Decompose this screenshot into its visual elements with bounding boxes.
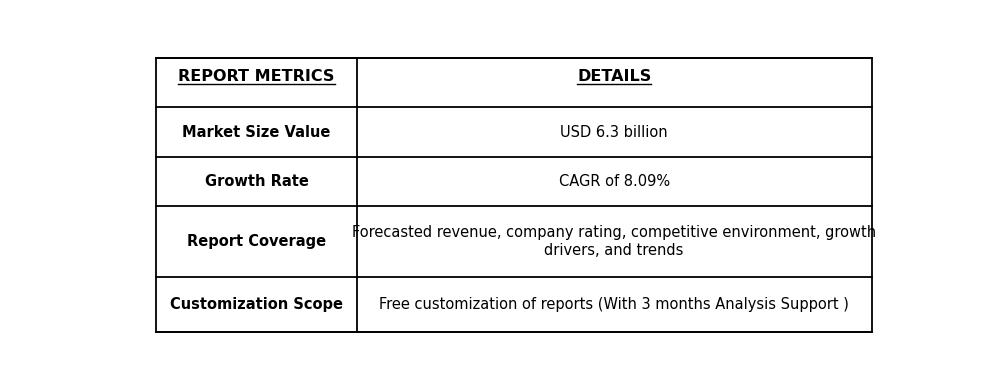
Text: Free customization of reports (With 3 months Analysis Support ): Free customization of reports (With 3 mo…	[379, 297, 849, 312]
Text: CAGR of 8.09%: CAGR of 8.09%	[558, 174, 669, 189]
Text: USD 6.3 billion: USD 6.3 billion	[560, 125, 667, 139]
Text: REPORT METRICS: REPORT METRICS	[178, 69, 335, 85]
Text: Customization Scope: Customization Scope	[170, 297, 343, 312]
Text: Forecasted revenue, company rating, competitive environment, growth
drivers, and: Forecasted revenue, company rating, comp…	[352, 225, 876, 257]
Text: Market Size Value: Market Size Value	[182, 125, 331, 139]
Text: Growth Rate: Growth Rate	[204, 174, 309, 189]
Text: DETAILS: DETAILS	[576, 69, 650, 85]
Text: Report Coverage: Report Coverage	[186, 234, 326, 249]
